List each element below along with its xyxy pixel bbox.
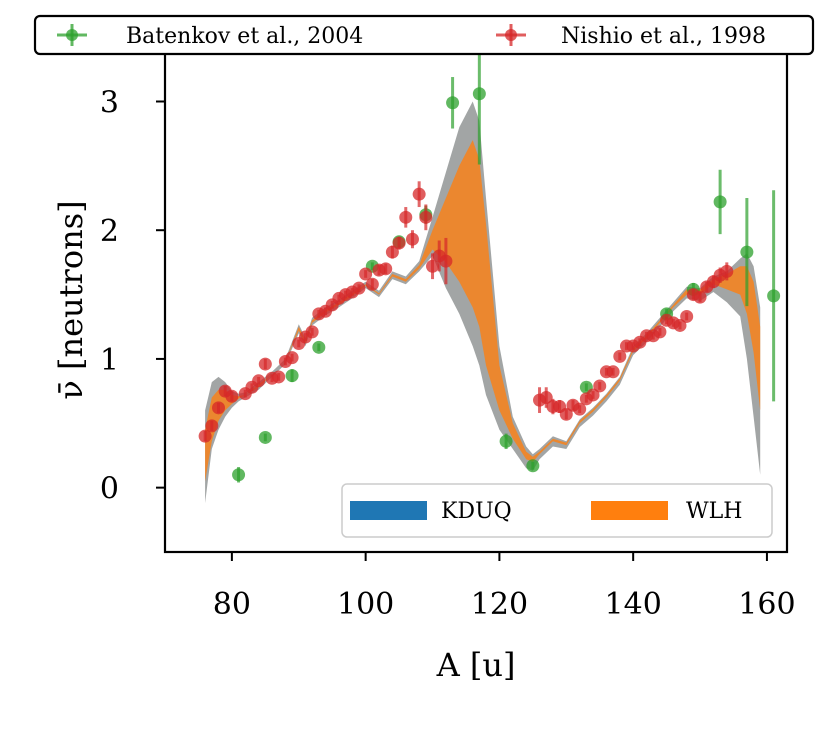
batenkov-et-al-2004-point — [526, 459, 540, 473]
top-legend: Batenkov et al., 2004 Nishio et al., 199… — [33, 14, 815, 56]
nishio-et-al-1998-point — [198, 429, 212, 443]
data-series — [198, 22, 781, 483]
nishio-et-al-1998-point — [559, 407, 573, 421]
nishio-et-al-1998-point — [285, 351, 299, 365]
nishio-et-al-1998-point — [205, 419, 219, 433]
batenkov-et-al-2004-point — [499, 434, 513, 448]
x-axis-label: A [u] — [436, 646, 516, 684]
nishio-et-al-1998-point — [399, 210, 413, 224]
wlh-legend-swatch — [591, 501, 668, 520]
y-tick-label: 2 — [100, 214, 119, 249]
nishio-et-al-1998-point — [673, 318, 687, 332]
y-axis-label: ν̄ [neutrons] — [52, 200, 90, 399]
nishio-et-al-1998-point — [412, 187, 426, 201]
nishio-et-al-1998-point — [419, 210, 433, 224]
nishio-et-al-1998-point — [439, 254, 453, 268]
x-tick-label: 120 — [471, 587, 528, 622]
batenkov-et-al-2004-point — [312, 340, 326, 354]
legend-label-wlh: WLH — [686, 499, 742, 524]
nishio-et-al-1998-point — [613, 349, 627, 363]
nishio-et-al-1998-point — [606, 365, 620, 379]
nishio-et-al-1998-point — [586, 388, 600, 402]
batenkov-legend-marker — [66, 29, 78, 41]
nishio-et-al-1998-point — [272, 370, 286, 384]
nishio-et-al-1998-point — [405, 232, 419, 246]
y-tick-label: 1 — [100, 343, 119, 378]
wlh-band — [205, 140, 761, 482]
x-tick-label: 140 — [605, 587, 662, 622]
batenkov-et-al-2004-point — [713, 195, 727, 209]
x-tick-label: 80 — [213, 587, 251, 622]
nishio-et-al-1998-point — [680, 309, 694, 323]
legend-label-batenkov: Batenkov et al., 2004 — [126, 24, 363, 49]
nishio-et-al-1998-point — [720, 264, 734, 278]
batenkov-et-al-2004-point — [740, 245, 754, 259]
legend-entry-batenkov: Batenkov et al., 2004 — [57, 24, 363, 49]
legend-label-kduq: KDUQ — [441, 499, 512, 524]
batenkov-et-al-2004-point — [232, 468, 246, 482]
nishio-et-al-1998-point — [573, 402, 587, 416]
legend-entry-nishio: Nishio et al., 1998 — [496, 24, 766, 49]
x-tick-label: 100 — [337, 587, 394, 622]
nishio-legend-marker — [505, 29, 517, 41]
batenkov-et-al-2004-point — [472, 87, 486, 101]
nishio-et-al-1998-point — [593, 379, 607, 393]
nishio-et-al-1998-point — [225, 389, 239, 403]
y-tick-label: 0 — [100, 472, 119, 507]
batenkov-et-al-2004-point — [446, 96, 460, 110]
bottom-legend: KDUQ WLH — [341, 483, 773, 538]
nishio-et-al-1998-point — [385, 245, 399, 259]
nishio-et-al-1998-point — [365, 277, 379, 291]
nishio-et-al-1998-series — [198, 181, 734, 443]
batenkov-et-al-2004-point — [258, 430, 272, 444]
axis-ticks: 80 100 120 140 160 0 1 2 3 — [100, 85, 796, 622]
batenkov-et-al-2004-point — [285, 369, 299, 383]
y-tick-label: 3 — [100, 85, 119, 120]
nishio-et-al-1998-point — [539, 391, 553, 405]
nishio-et-al-1998-point — [252, 374, 266, 388]
kduq-legend-swatch — [350, 501, 427, 520]
top-legend-box — [33, 14, 815, 56]
nishio-et-al-1998-point — [305, 325, 319, 339]
nishio-et-al-1998-point — [426, 259, 440, 273]
nishio-et-al-1998-point — [392, 236, 406, 250]
nishio-et-al-1998-point — [212, 401, 226, 415]
nishio-et-al-1998-point — [359, 267, 373, 281]
x-tick-label: 160 — [738, 587, 795, 622]
legend-label-nishio: Nishio et al., 1998 — [561, 24, 766, 49]
bottom-legend-box — [341, 483, 773, 538]
nishio-et-al-1998-point — [693, 290, 707, 304]
nishio-et-al-1998-point — [352, 281, 366, 295]
batenkov-et-al-2004-point — [767, 289, 781, 303]
nishio-et-al-1998-point — [258, 357, 272, 371]
nishio-et-al-1998-point — [379, 262, 393, 276]
model-bands — [205, 101, 761, 504]
nishio-et-al-1998-point — [653, 325, 667, 339]
